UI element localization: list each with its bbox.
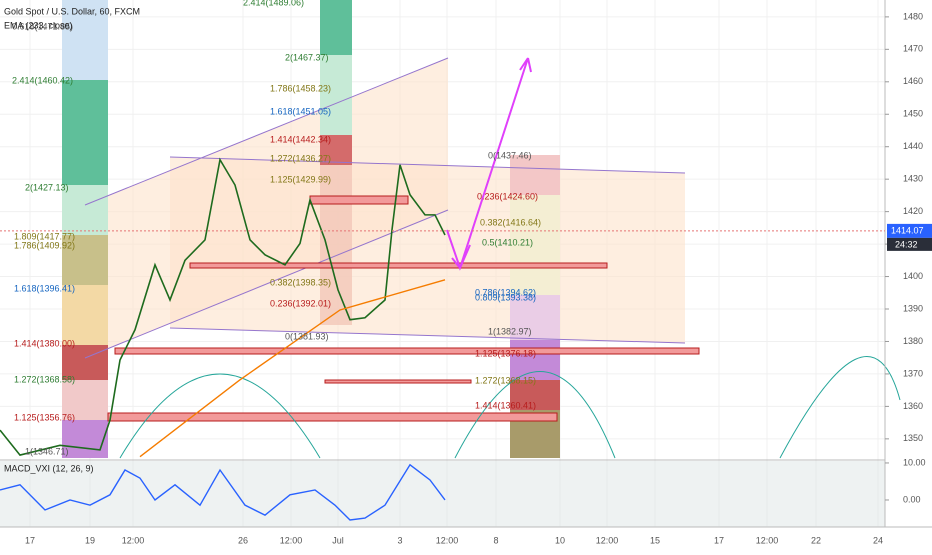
fib-label: 0.382(1398.35) bbox=[270, 277, 331, 287]
y2-tick-label: 0.00 bbox=[903, 494, 921, 504]
y-tick-label: 1430 bbox=[903, 174, 923, 184]
chart-title: Gold Spot / U.S. Dollar, 60, FXCM bbox=[4, 6, 140, 16]
fib-label: 1(1346.71) bbox=[25, 446, 69, 456]
y-tick-label: 1460 bbox=[903, 76, 923, 86]
fib-label: 1.414(1360.41) bbox=[475, 400, 536, 410]
macd-label: MACD_VXI (12, 26, 9) bbox=[4, 463, 94, 473]
fib-label: 1.786(1458.23) bbox=[270, 83, 331, 93]
y-tick-label: 1360 bbox=[903, 401, 923, 411]
y-tick-label: 1450 bbox=[903, 109, 923, 119]
y-tick-label: 1390 bbox=[903, 303, 923, 313]
fib-label: 1.618(1451.05) bbox=[270, 106, 331, 116]
fib-label: 0.5(1410.21) bbox=[482, 237, 533, 247]
y-tick-label: 1420 bbox=[903, 206, 923, 216]
fib-label: 2.414(1460.42) bbox=[12, 75, 73, 85]
fib-label: 0.382(1416.64) bbox=[480, 217, 541, 227]
y-tick-label: 1350 bbox=[903, 433, 923, 443]
x-tick-label: 19 bbox=[85, 535, 95, 545]
last-price-box bbox=[887, 223, 932, 238]
fib-label: 1.809(1417.77) bbox=[14, 231, 75, 241]
x-tick-label: 22 bbox=[811, 535, 821, 545]
fib-label: 1.125(1429.99) bbox=[270, 174, 331, 184]
x-tick-label: 15 bbox=[650, 535, 660, 545]
y-tick-label: 1440 bbox=[903, 141, 923, 151]
fib-label: 1.272(1436.27) bbox=[270, 153, 331, 163]
fib-label: 1.786(1409.92) bbox=[14, 240, 75, 250]
fib-label: 1.414(1380.00) bbox=[14, 338, 75, 348]
x-tick-label: Jul bbox=[332, 535, 344, 545]
x-tick-label: 12:00 bbox=[756, 535, 779, 545]
y-tick-label: 1370 bbox=[903, 368, 923, 378]
series-line bbox=[0, 157, 446, 456]
last-price-label: 1414.07 bbox=[891, 225, 924, 235]
x-tick-label: 10 bbox=[555, 535, 565, 545]
decor bbox=[0, 0, 932, 528]
series-line bbox=[0, 463, 446, 521]
fib-label: 2(1467.37) bbox=[285, 52, 329, 62]
fib-label: 1.125(1356.76) bbox=[14, 412, 75, 422]
fib-label: 0.236(1392.01) bbox=[270, 298, 331, 308]
y2-tick-label: 10.00 bbox=[903, 457, 926, 467]
x-tick-label: 12:00 bbox=[596, 535, 619, 545]
y-tick-label: 1380 bbox=[903, 336, 923, 346]
x-tick-label: 3 bbox=[397, 535, 402, 545]
fib-label: 0.786(1394.62) bbox=[475, 287, 536, 297]
x-tick-label: 26 bbox=[238, 535, 248, 545]
x-tick-label: 8 bbox=[493, 535, 498, 545]
fib-label: 2(1427.13) bbox=[25, 182, 69, 192]
fib-label: 1(1382.97) bbox=[488, 326, 532, 336]
x-tick-label: 24 bbox=[873, 535, 883, 545]
y-tick-label: 1470 bbox=[903, 44, 923, 54]
fib-label: 0(1381.93) bbox=[285, 331, 329, 341]
fib-label: 0.236(1424.60) bbox=[477, 191, 538, 201]
fib-label: 2.414(1489.06) bbox=[243, 0, 304, 7]
fib-label: 0.809(1393.38) bbox=[475, 292, 536, 302]
subtitle: EMA (233, close) bbox=[4, 20, 73, 30]
series-line bbox=[139, 279, 446, 458]
x-tick-label: 17 bbox=[25, 535, 35, 545]
x-tick-label: 12:00 bbox=[122, 535, 145, 545]
fib-label: 0(1437.46) bbox=[488, 150, 532, 160]
fib-label: 1.125(1376.18) bbox=[475, 348, 536, 358]
fib-label: 1.618(1396.41) bbox=[14, 283, 75, 293]
fib-label: 1.272(1368.15) bbox=[475, 375, 536, 385]
fib-label: 1.414(1442.34) bbox=[270, 134, 331, 144]
countdown-box bbox=[887, 237, 932, 251]
x-tick-label: 12:00 bbox=[436, 535, 459, 545]
x-tick-label: 17 bbox=[714, 535, 724, 545]
fib-label: 0.618(1471.85) bbox=[12, 21, 73, 31]
y-tick-label: 1480 bbox=[903, 11, 923, 21]
y-tick-label: 1400 bbox=[903, 271, 923, 281]
countdown: 24:32 bbox=[895, 239, 918, 249]
fib-label: 1.272(1368.58) bbox=[14, 374, 75, 384]
x-tick-label: 12:00 bbox=[280, 535, 303, 545]
